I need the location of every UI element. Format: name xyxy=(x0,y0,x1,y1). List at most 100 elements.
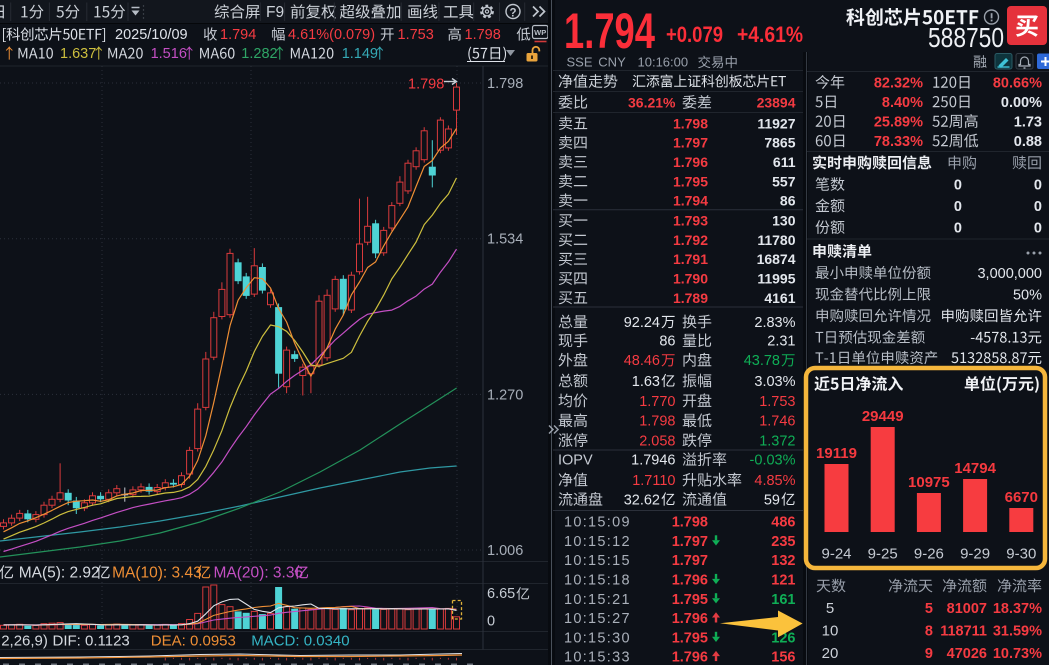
svg-text:5: 5 xyxy=(826,600,834,617)
svg-text:59: 59 xyxy=(764,492,780,508)
svg-text:10:16:00: 10:16:00 xyxy=(638,55,689,70)
svg-text:1.270: 1.270 xyxy=(487,387,523,403)
svg-text:0.88: 0.88 xyxy=(1014,134,1042,150)
svg-text:1.006: 1.006 xyxy=(487,543,523,559)
svg-text:32.62: 32.62 xyxy=(624,492,660,508)
svg-text:10:15:33: 10:15:33 xyxy=(564,650,631,665)
svg-text:10:15:15: 10:15:15 xyxy=(564,553,631,569)
svg-text:588750: 588750 xyxy=(928,22,1004,53)
svg-text:18.37%: 18.37% xyxy=(993,601,1042,617)
svg-text:1.789: 1.789 xyxy=(673,290,708,306)
svg-text:121: 121 xyxy=(771,573,795,589)
svg-text:1.795: 1.795 xyxy=(672,592,708,608)
svg-text:0: 0 xyxy=(487,614,495,630)
svg-text:1.795: 1.795 xyxy=(673,173,708,189)
svg-text:126: 126 xyxy=(771,630,795,646)
svg-text:MACD: 0.0340: MACD: 0.0340 xyxy=(251,633,349,650)
svg-text:9-25: 9-25 xyxy=(868,545,898,562)
svg-text:1.63: 1.63 xyxy=(632,374,660,390)
svg-text:1.637: 1.637 xyxy=(60,46,96,62)
svg-text:1.73: 1.73 xyxy=(1014,114,1042,130)
svg-text:MA(5): 2.92: MA(5): 2.92 xyxy=(19,565,100,582)
svg-text:1.796: 1.796 xyxy=(672,611,708,627)
svg-text:82.32%: 82.32% xyxy=(874,75,923,91)
svg-text:1.798: 1.798 xyxy=(672,515,708,531)
svg-text:31.59%: 31.59% xyxy=(993,624,1042,640)
svg-text:1.793: 1.793 xyxy=(673,213,708,229)
svg-text:118711: 118711 xyxy=(940,624,987,640)
svg-text:10:15:27: 10:15:27 xyxy=(564,611,631,627)
svg-text:7865: 7865 xyxy=(764,135,795,151)
svg-text:611: 611 xyxy=(773,154,796,170)
svg-text:92.24: 92.24 xyxy=(624,315,660,331)
svg-text:2,26,9): 2,26,9) xyxy=(1,633,48,650)
svg-text:1.282: 1.282 xyxy=(241,46,277,62)
svg-text:48.46: 48.46 xyxy=(624,353,660,369)
svg-text:1.753: 1.753 xyxy=(759,394,795,410)
svg-text:1.797: 1.797 xyxy=(672,534,708,550)
svg-text:9-29: 9-29 xyxy=(960,545,990,562)
svg-text:29449: 29449 xyxy=(862,408,904,425)
svg-text:1.794: 1.794 xyxy=(220,27,256,43)
svg-text:1.796: 1.796 xyxy=(673,154,708,170)
svg-text:4161: 4161 xyxy=(764,290,795,306)
svg-text:78.33%: 78.33% xyxy=(874,134,923,150)
svg-text:10:15:12: 10:15:12 xyxy=(564,534,631,550)
svg-text:19119: 19119 xyxy=(816,445,857,462)
svg-text:0.00%: 0.00% xyxy=(1001,95,1042,111)
svg-text:86: 86 xyxy=(659,334,675,350)
svg-text:3.03%: 3.03% xyxy=(754,374,795,390)
svg-text:1.798: 1.798 xyxy=(639,414,675,430)
svg-text:130: 130 xyxy=(772,213,796,229)
svg-text:2.058: 2.058 xyxy=(639,433,675,449)
svg-text:1.794: 1.794 xyxy=(564,3,655,59)
svg-text:1.795: 1.795 xyxy=(672,630,708,646)
svg-text:10:15:30: 10:15:30 xyxy=(564,630,631,646)
svg-text:161: 161 xyxy=(771,592,795,608)
svg-text:43.78: 43.78 xyxy=(744,353,780,369)
svg-text:50%: 50% xyxy=(1013,287,1042,303)
svg-text:+4.61%: +4.61% xyxy=(737,22,803,47)
svg-text:4.85%: 4.85% xyxy=(754,473,795,489)
svg-text:1.796: 1.796 xyxy=(672,573,708,589)
svg-text:1.746: 1.746 xyxy=(759,414,795,430)
svg-text:DEA: 0.0953: DEA: 0.0953 xyxy=(151,633,236,650)
svg-text:CNY: CNY xyxy=(598,55,626,70)
svg-text:14794: 14794 xyxy=(954,460,996,477)
svg-text:11995: 11995 xyxy=(757,271,795,287)
svg-text:DIF: 0.1123: DIF: 0.1123 xyxy=(53,633,130,650)
svg-text:1.791: 1.791 xyxy=(673,251,708,267)
svg-text:8.40%: 8.40% xyxy=(882,95,923,111)
svg-text:0: 0 xyxy=(1034,199,1042,215)
svg-text:0: 0 xyxy=(954,199,962,215)
svg-text:0: 0 xyxy=(1034,177,1042,193)
svg-text:1.798: 1.798 xyxy=(465,27,501,43)
svg-text:MA(20): 3.36: MA(20): 3.36 xyxy=(214,565,304,582)
svg-text:132: 132 xyxy=(771,553,795,569)
svg-text:156: 156 xyxy=(771,650,795,665)
svg-text:10.73%: 10.73% xyxy=(993,646,1042,662)
svg-text:0: 0 xyxy=(954,177,962,193)
svg-text:1.797: 1.797 xyxy=(672,553,708,569)
svg-text:+0.079: +0.079 xyxy=(666,22,723,47)
svg-text:20: 20 xyxy=(822,645,839,662)
svg-text:9: 9 xyxy=(925,646,933,662)
svg-text:9-30: 9-30 xyxy=(1006,545,1036,562)
svg-text:23894: 23894 xyxy=(757,94,796,110)
svg-text:235: 235 xyxy=(771,534,795,550)
svg-text:1.794: 1.794 xyxy=(673,193,708,209)
svg-text:9-24: 9-24 xyxy=(821,545,851,562)
svg-text:80.66%: 80.66% xyxy=(993,75,1042,91)
svg-text:F9: F9 xyxy=(266,4,284,21)
svg-text:11927: 11927 xyxy=(757,115,795,131)
svg-text:1.798: 1.798 xyxy=(673,115,708,131)
svg-text:1.149: 1.149 xyxy=(342,46,378,62)
svg-text:10975: 10975 xyxy=(908,474,950,491)
svg-text:557: 557 xyxy=(772,173,796,189)
svg-text:10:15:18: 10:15:18 xyxy=(564,573,631,589)
svg-text:1.7946: 1.7946 xyxy=(631,453,675,469)
svg-text:1.798: 1.798 xyxy=(408,77,444,93)
svg-text:2.31: 2.31 xyxy=(767,334,795,350)
svg-text:3,000,000: 3,000,000 xyxy=(977,266,1042,282)
svg-text:81007: 81007 xyxy=(947,601,987,617)
